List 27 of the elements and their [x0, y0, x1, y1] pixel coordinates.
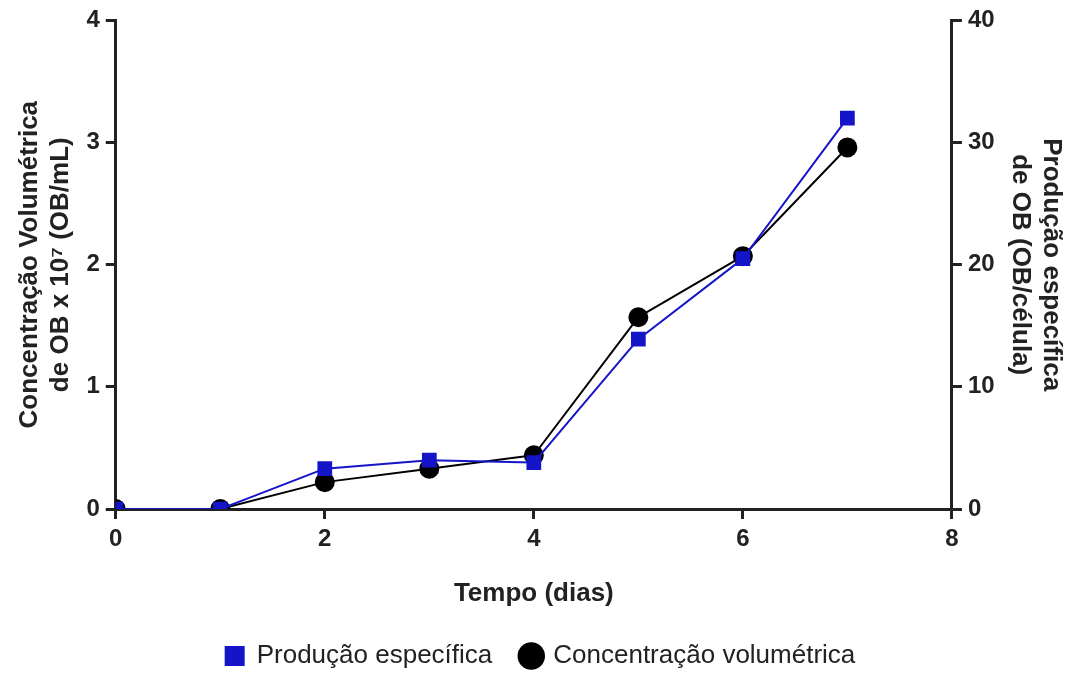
- y-tick-label: 3: [86, 127, 100, 155]
- y-tick-label: 0: [86, 493, 100, 521]
- point: [628, 307, 649, 328]
- y-axis-title: Concentração Volumétrica de OB x 10⁷ (OB/mL): [12, 100, 74, 429]
- x-tick-label: 6: [736, 524, 750, 552]
- point: [837, 137, 858, 158]
- x-tick-label: 2: [318, 524, 332, 552]
- point: [317, 461, 333, 477]
- point: [421, 452, 437, 468]
- y2-axis-title: Produção específica de OB (OB/célula): [1007, 138, 1069, 392]
- x-tick-label: 0: [109, 524, 123, 552]
- y-tick-label: 1: [86, 371, 100, 399]
- y2-tick-label: 30: [967, 127, 995, 155]
- y2-tick-label: 20: [967, 249, 995, 277]
- point: [840, 110, 855, 126]
- y-tick-label: 2: [86, 249, 100, 277]
- x-tick-label: 8: [945, 524, 959, 552]
- legend-label: Produção específica: [256, 639, 493, 670]
- y2-tick-label: 40: [967, 5, 995, 33]
- point: [526, 455, 542, 470]
- y2-tick-label: 0: [967, 493, 982, 521]
- legend-label: Concentração volumétrica: [553, 639, 856, 670]
- x-tick-label: 4: [527, 524, 542, 552]
- y2-tick-label: 10: [967, 371, 995, 399]
- x-axis-title: Tempo (dias): [453, 576, 614, 607]
- y-tick-label: 4: [86, 5, 101, 33]
- point: [630, 331, 646, 347]
